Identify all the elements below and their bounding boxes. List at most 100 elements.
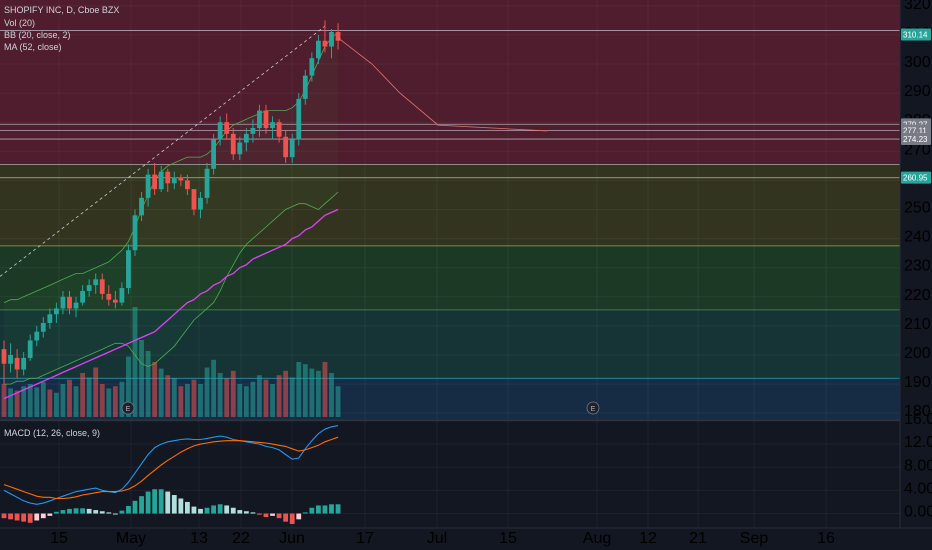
macd-histogram-bar [178,498,184,514]
candle-body [171,177,177,184]
price-badge: 274.23 [901,132,931,145]
volume-bar [322,362,328,417]
volume-bar [335,386,341,417]
candle-body [204,168,210,198]
macd-histogram-bar [276,513,282,519]
macd-histogram-bar [243,511,249,514]
macd-histogram-bar [217,504,223,514]
volume-bar [237,384,243,417]
macd-tick-label: 16.00 [904,411,932,428]
moving-average-legend[interactable]: MA (52, close) [4,42,62,52]
volume-bar [60,384,66,417]
macd-histogram-bar [204,507,210,514]
candle-body [198,197,203,210]
trend-line [0,25,326,277]
volume-bar [99,384,105,417]
price-tick-label: 220.00 [904,287,932,304]
candle-body [302,75,308,99]
macd-histogram-bar [145,491,151,514]
price-badge-label: 277.11 [903,127,927,136]
macd-histogram-bar [93,510,99,514]
bollinger-upper-line [3,31,339,303]
time-tick-label: Jul [427,530,447,547]
candle-body [224,122,230,134]
fib-zone-2 [0,245,900,310]
fib-zone-0 [0,0,900,165]
macd-histogram-bar [165,491,171,514]
candle-body [185,180,190,190]
price-tick-label: 190.00 [904,374,932,391]
volume-bar [80,373,85,417]
macd-histogram-bar [119,510,125,514]
candle-body [1,349,7,364]
macd-histogram-bar [250,512,256,514]
candle-body [263,110,269,129]
candle-body [211,139,216,169]
earnings-label: E [591,406,596,413]
macd-histogram-bar [211,505,216,514]
volume-bar [139,340,144,417]
volume-bar [73,386,79,417]
price-axis-bg [900,0,932,550]
signal-line [3,436,339,500]
volume-bar [198,384,203,417]
candle-body [230,133,236,155]
candle-body [47,314,53,323]
volume-bar [1,384,7,417]
candle-body [257,110,262,129]
macd-histogram-bar [14,513,20,521]
macd-tick-label: 12.00 [904,434,932,451]
macd-histogram-bar [21,513,27,522]
price-tick-label: 230.00 [904,258,932,275]
time-tick-label: 22 [232,530,250,547]
macd-histogram-bar [309,507,315,514]
candle-body [60,296,66,309]
candle-body [99,279,105,294]
candle-body [8,354,13,364]
macd-histogram-bar [54,511,59,514]
time-tick-label: Jun [279,530,305,547]
price-badge-label: 274.23 [903,135,928,144]
macd-histogram-bar [106,512,112,514]
candle-body [316,40,321,59]
symbol-legend[interactable]: SHOPIFY INC, D, Cboe BZX [4,5,120,15]
macd-histogram-bar [80,508,85,514]
candle-body [106,293,112,300]
volume-bar [270,384,275,417]
time-tick-label: 12 [639,530,657,547]
volume-bar [263,379,269,417]
volume-bar [329,373,334,417]
price-tick-label: 180.00 [904,403,932,420]
projection-line [337,37,548,132]
bollinger-legend[interactable]: BB (20, close, 2) [4,30,71,40]
volume-bar [112,386,118,417]
time-tick-label: Sep [740,530,769,547]
volume-bar [106,388,112,417]
volume-bar [86,377,92,417]
volume-bar [40,381,46,417]
macd-tick-label: 4.00 [904,480,932,497]
earnings-label: E [126,406,131,413]
volume-bar [21,386,27,417]
macd-legend[interactable]: MACD (12, 26, close, 9) [4,428,101,438]
candle-body [119,288,125,303]
volume-legend[interactable]: Vol (20) [4,18,36,28]
macd-histogram-bar [289,513,295,524]
price-badge: 310.14 [901,28,931,41]
macd-histogram-bar [191,506,197,514]
volume-bar [67,379,72,417]
candle-body [40,322,46,332]
price-badge: 260.95 [901,171,931,184]
volume-bar [185,384,190,417]
volume-bar [224,378,230,417]
volume-bar [165,375,171,417]
volume-bar [191,379,197,417]
macd-histogram-bar [263,513,269,518]
volume-bar [126,356,131,417]
candle-body [243,133,249,143]
macd-histogram-bar [158,489,164,514]
macd-histogram-bar [27,513,33,523]
volume-bar [27,384,33,417]
candle-body [126,250,131,289]
